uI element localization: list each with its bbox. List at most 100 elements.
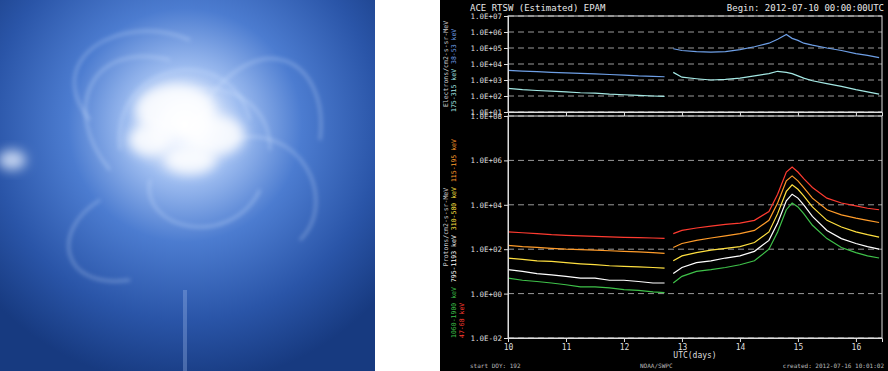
legend-entry: 310-580 keV	[450, 187, 458, 230]
annotation: start DOY: 192	[470, 362, 521, 369]
tick-mark	[566, 112, 567, 116]
tick-mark	[682, 112, 683, 116]
y-axis-title: Electrons/cm2-s-sr-MeV	[442, 21, 450, 107]
bright-region	[164, 146, 216, 174]
y-tick: 1.0E+02	[470, 245, 508, 254]
y-tick: 1.0E+02	[470, 92, 508, 101]
x-tick	[682, 112, 683, 116]
tick-label: 1.0E+07	[470, 12, 502, 21]
series-lines	[508, 34, 879, 96]
x-tick: 12	[620, 338, 630, 352]
bright-region	[128, 124, 172, 156]
image-artifact	[183, 290, 187, 371]
y-tick: 1.0E+04	[470, 201, 508, 210]
x-tick: 14	[736, 338, 746, 352]
tick-label: 11	[562, 343, 572, 352]
grid-line	[508, 80, 882, 81]
y-tick: 1.0E+00	[470, 290, 508, 299]
legend-entry: 1060-1900 keV	[450, 287, 458, 338]
legend-entry: 175-315 keV	[450, 69, 458, 112]
y-tick: 1.0E+03	[470, 76, 508, 85]
tick-label: 12	[620, 343, 630, 352]
tick-label: 1.0E+04	[470, 201, 502, 210]
tick-mark	[624, 338, 625, 342]
grid-line	[508, 204, 882, 205]
tick-mark	[740, 112, 741, 116]
tick-mark	[508, 112, 509, 116]
tick-mark	[504, 205, 508, 206]
tick-mark	[504, 48, 508, 49]
tick-mark	[682, 338, 683, 342]
panel-0: 1.0E+011.0E+021.0E+031.0E+041.0E+051.0E+…	[442, 3, 884, 117]
plot-frame	[508, 116, 882, 338]
axis-line	[509, 113, 883, 117]
axis-line	[504, 17, 509, 113]
axis-line	[504, 117, 509, 339]
tick-mark	[740, 338, 741, 342]
series-line	[508, 203, 879, 293]
subtitle: Begin: 2012-07-10 00:00:00UTC	[727, 3, 884, 13]
annotation: NOAA/SWPC	[640, 362, 673, 369]
x-tick	[740, 112, 741, 116]
solar-image	[0, 0, 375, 371]
tick-mark	[504, 160, 508, 161]
series-line	[508, 194, 879, 283]
tick-label: 1.0E+08	[470, 112, 502, 121]
tick-mark	[798, 112, 799, 116]
grid-line	[508, 160, 882, 161]
tick-mark	[508, 338, 509, 342]
page: 1.0E+011.0E+021.0E+031.0E+041.0E+051.0E+…	[0, 0, 888, 371]
tick-mark	[798, 338, 799, 342]
x-tick	[624, 112, 625, 116]
tick-label: 15	[794, 343, 804, 352]
x-tick: 13	[678, 338, 688, 352]
x-tick: 16	[852, 338, 862, 352]
tick-mark	[504, 32, 508, 33]
tick-mark	[856, 112, 857, 116]
series-line	[508, 71, 879, 96]
figure: 1.0E+011.0E+021.0E+031.0E+041.0E+051.0E+…	[0, 0, 888, 371]
coronal-loop	[149, 180, 260, 227]
tick-mark	[856, 338, 857, 342]
coronal-loop	[230, 137, 316, 240]
tick-mark	[504, 112, 508, 113]
legend-entry: 795-1193 keV	[450, 235, 458, 282]
legend-entry: 47-68 keV	[458, 303, 466, 338]
tick-mark	[504, 294, 508, 295]
tick-mark	[624, 112, 625, 116]
tick-label: 10	[504, 343, 514, 352]
x-axis	[509, 112, 883, 116]
y-tick: 1.0E+07	[470, 12, 508, 21]
x-tick: 15	[794, 338, 804, 352]
y-tick: 1.0E-02	[470, 334, 508, 343]
x-tick: 11	[562, 338, 572, 352]
series-line	[508, 34, 879, 76]
legend-entry: 115-195 keV	[450, 139, 458, 182]
tick-label: 1.0E+05	[470, 44, 502, 53]
x-axis-title: UTC(days)	[673, 351, 716, 360]
tick-label: 1.0E+03	[470, 76, 502, 85]
tick-mark	[504, 16, 508, 17]
y-tick: 1.0E+08	[470, 112, 508, 121]
series-lines	[508, 167, 879, 293]
y-tick: 1.0E+06	[470, 156, 508, 165]
grid-line	[508, 32, 882, 33]
tick-mark	[504, 96, 508, 97]
tick-mark	[504, 80, 508, 81]
tick-mark	[504, 64, 508, 65]
x-axis: 10 11 12 13 14 15 16	[504, 338, 883, 352]
grid-line	[508, 96, 882, 97]
y-axis-title: Protons/cm2-s-sr-MeV	[442, 188, 450, 266]
grid-line	[508, 64, 882, 65]
tick-mark	[504, 249, 508, 250]
tick-label: 16	[852, 343, 862, 352]
tick-mark	[504, 338, 508, 339]
y-axis: 1.0E-02 1.0E+00 1.0E+02 1.0E+04 1.0E+06 1.0E+…	[470, 112, 508, 343]
image-background	[0, 0, 375, 371]
x-tick	[566, 112, 567, 116]
title: ACE RTSW (Estimated) EPAM	[470, 3, 606, 13]
tick-mark	[504, 116, 508, 117]
tick-label: 1.0E+02	[470, 245, 502, 254]
x-tick: 10	[504, 338, 514, 352]
x-tick	[798, 112, 799, 116]
